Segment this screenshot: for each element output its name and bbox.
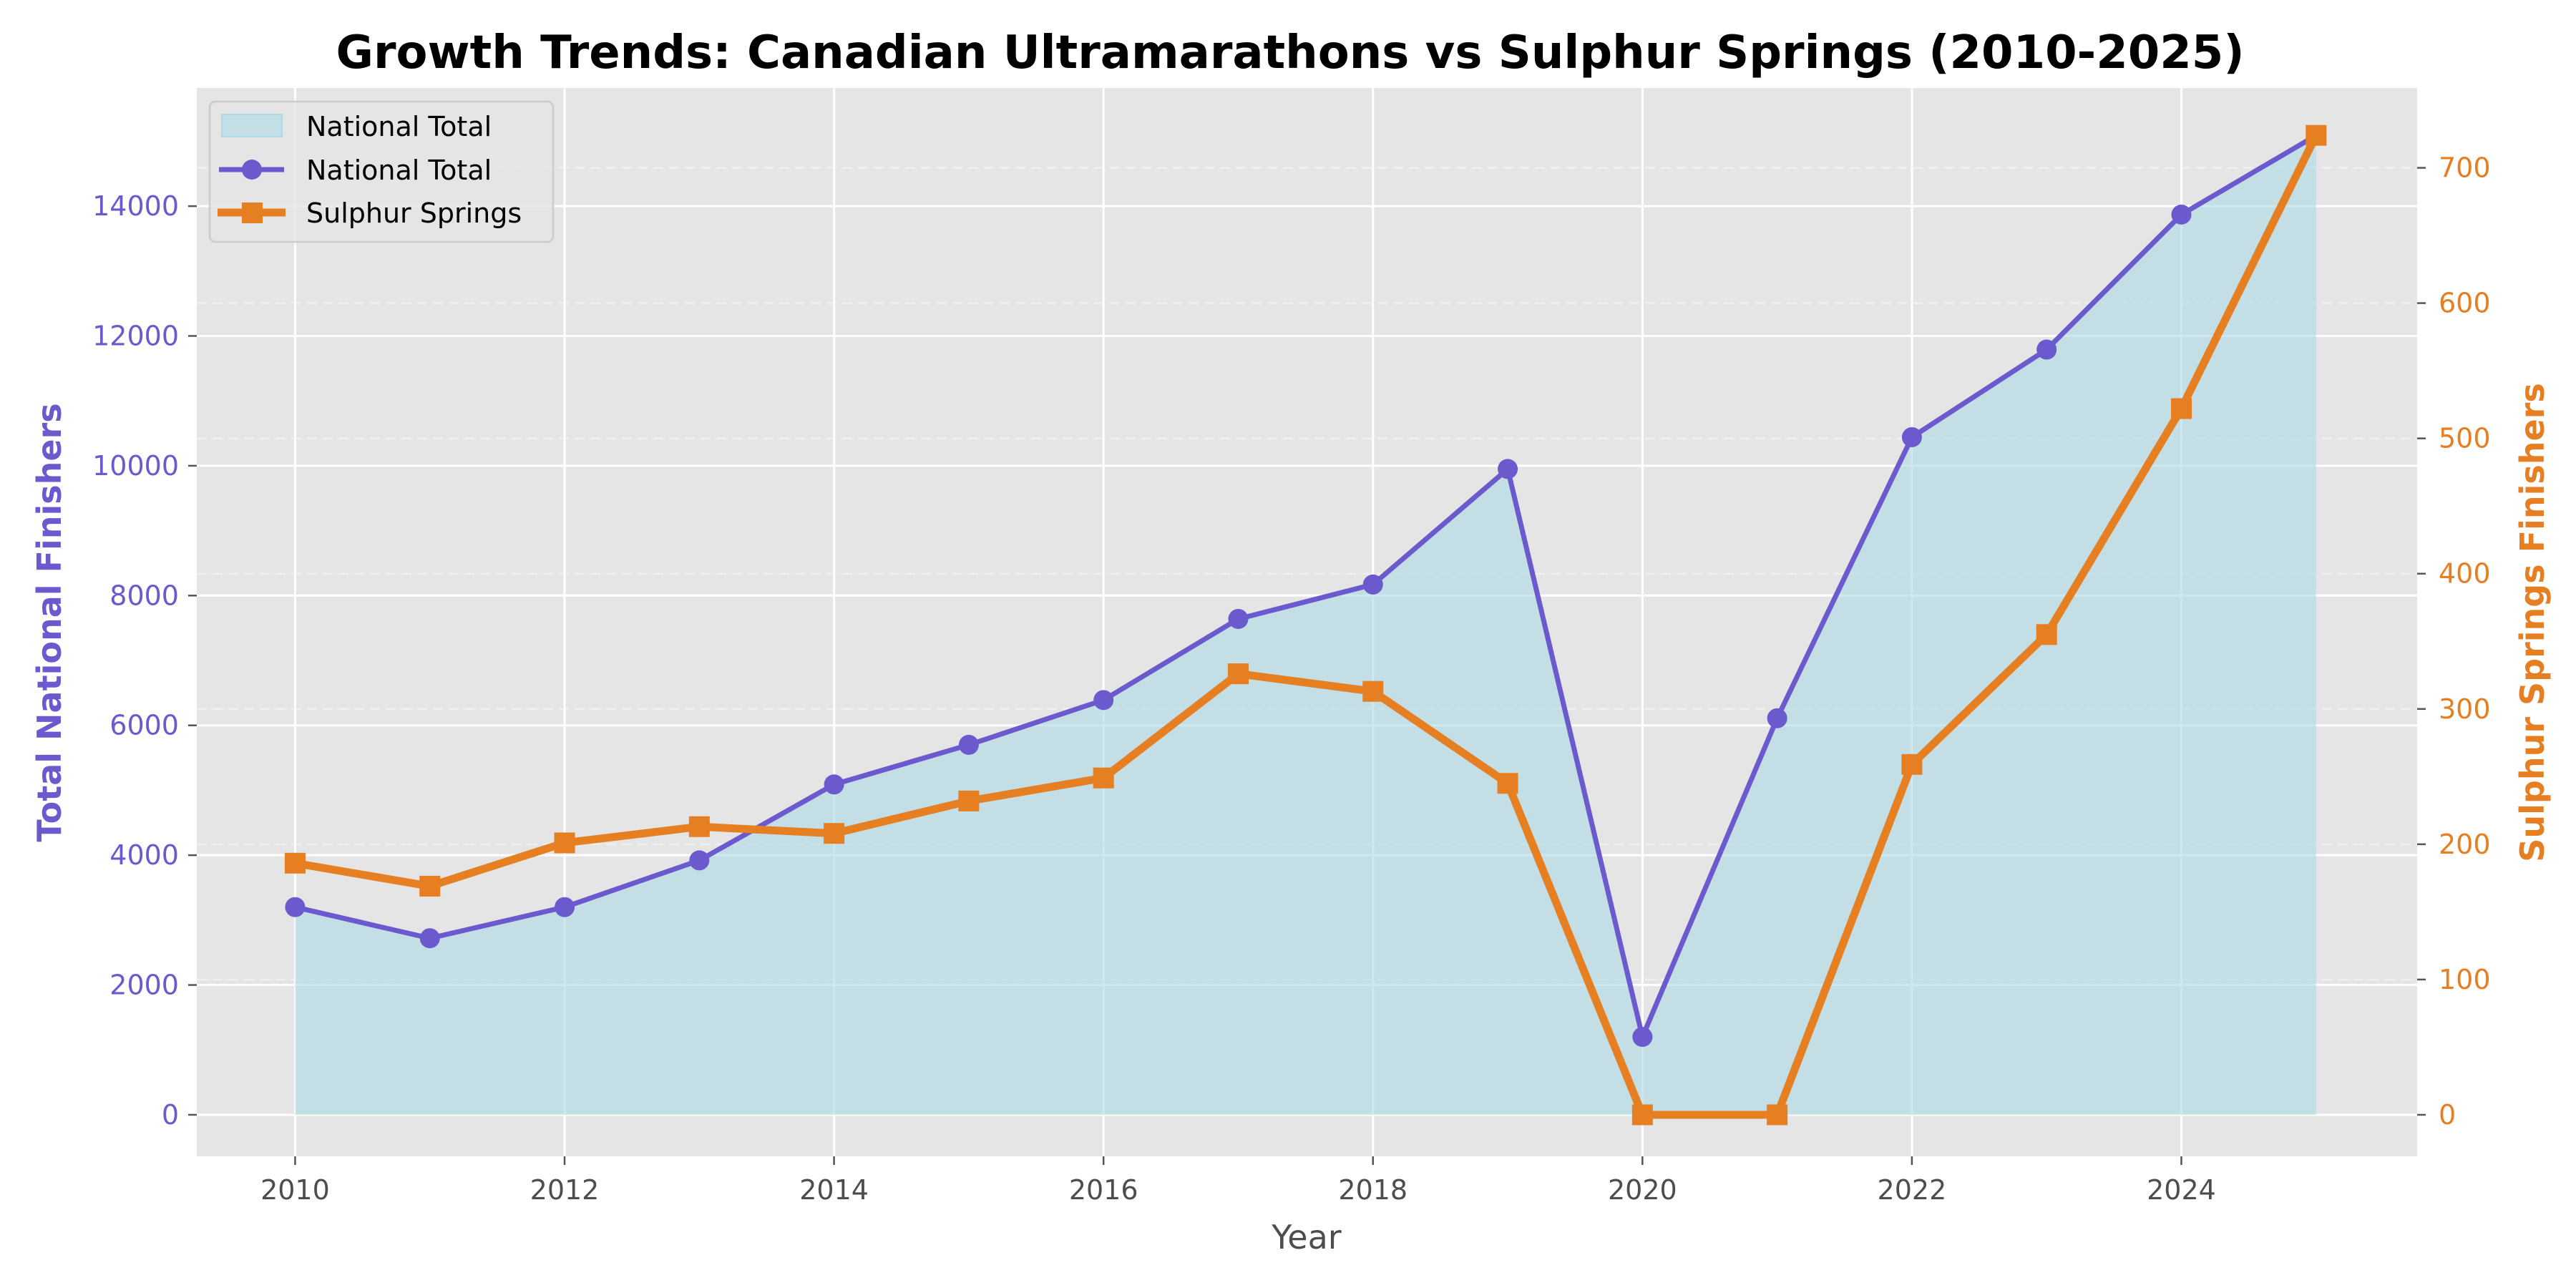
national-total-point: [1498, 459, 1518, 479]
legend-label-national: National Total: [306, 155, 492, 186]
left-y-tick-label: 0: [162, 1099, 179, 1131]
left-y-tick-label: 14000: [92, 190, 179, 222]
x-tick-label: 2010: [260, 1174, 330, 1206]
left-y-tick-label: 10000: [92, 450, 179, 482]
sulphur-springs-point: [1227, 663, 1249, 685]
right-y-tick-label: 600: [2439, 288, 2491, 319]
national-total-point: [689, 850, 710, 871]
national-total-point: [419, 928, 440, 949]
left-y-tick-label: 8000: [109, 580, 179, 611]
right-y-tick-label: 400: [2439, 558, 2491, 590]
x-tick-label: 2024: [2147, 1174, 2216, 1206]
national-total-area: [295, 135, 2316, 1115]
sulphur-springs-point: [688, 816, 710, 837]
national-total-series: [285, 125, 2326, 1048]
sulphur-springs-point: [419, 875, 441, 897]
left-y-axis-ticks: 0 2000 4000 6000 8000 10000 12000 14000: [92, 190, 197, 1131]
national-total-line: [294, 133, 2318, 1040]
x-axis-ticks: 2010 2012 2014 2016 2018 2020 2022 2024: [260, 1156, 2216, 1206]
left-y-tick-label: 4000: [109, 839, 179, 871]
national-total-point: [2171, 204, 2192, 225]
right-y-tick-label: 100: [2439, 964, 2491, 995]
sulphur-springs-point: [2036, 624, 2057, 645]
x-tick-label: 2020: [1608, 1174, 1677, 1206]
x-tick-label: 2014: [799, 1174, 869, 1206]
legend-circle-marker-icon: [242, 160, 262, 180]
x-tick-label: 2016: [1069, 1174, 1138, 1206]
left-y-tick-label: 2000: [109, 970, 179, 1001]
legend-area-swatch: [221, 114, 283, 137]
right-y-tick-label: 500: [2439, 423, 2491, 454]
x-tick-label: 2018: [1338, 1174, 1407, 1206]
right-y-tick-label: 700: [2439, 152, 2491, 184]
sulphur-springs-point: [1093, 767, 1114, 789]
national-total-point: [1362, 574, 1383, 595]
legend-label-ss: Sulphur Springs: [306, 197, 522, 229]
national-total-point: [824, 774, 844, 795]
x-tick-label: 2022: [1878, 1174, 1947, 1206]
right-y-tick-label: 300: [2439, 693, 2491, 725]
right-y-axis-label: Sulphur Springs Finishers: [2513, 383, 2552, 862]
sulphur-springs-point: [1631, 1104, 1653, 1126]
left-y-tick-label: 12000: [92, 320, 179, 351]
legend: National Total National Total Sulphur Sp…: [208, 100, 555, 243]
national-total-point: [1632, 1027, 1653, 1048]
left-y-tick-label: 6000: [109, 710, 179, 741]
national-total-point: [285, 897, 306, 917]
legend-box: [208, 100, 555, 243]
sulphur-springs-point: [824, 823, 845, 844]
sulphur-springs-point: [958, 790, 980, 811]
right-y-tick-label: 0: [2439, 1099, 2456, 1131]
x-axis-label: Year: [1271, 1218, 1341, 1257]
national-total-point: [1228, 608, 1249, 629]
sulphur-springs-point: [1362, 680, 1384, 702]
sulphur-springs-line: [294, 133, 2320, 1119]
sulphur-springs-point: [1767, 1104, 1788, 1126]
right-y-tick-label: 200: [2439, 829, 2491, 860]
national-total-point: [2036, 339, 2057, 360]
legend-square-marker-icon: [242, 203, 263, 223]
national-total-point: [555, 897, 575, 917]
sulphur-springs-series: [284, 125, 2327, 1126]
national-total-point: [1093, 690, 1114, 711]
sulphur-springs-point: [284, 852, 306, 874]
national-total-point: [1767, 708, 1787, 728]
national-total-point: [958, 734, 979, 755]
right-y-axis-ticks: 0 100 200 300 400 500 600 700: [2417, 152, 2491, 1131]
legend-label-area: National Total: [306, 111, 492, 142]
left-y-axis-label: Total National Finishers: [30, 403, 69, 841]
national-total-point: [1901, 426, 1922, 447]
sulphur-springs-point: [2170, 398, 2192, 419]
sulphur-springs-point: [1497, 773, 1518, 794]
chart-title: Growth Trends: Canadian Ultramarathons v…: [336, 26, 2244, 79]
x-tick-label: 2012: [530, 1174, 600, 1206]
sulphur-springs-point: [554, 832, 575, 854]
sulphur-springs-point: [1901, 753, 1923, 775]
sulphur-springs-point: [2306, 125, 2327, 146]
